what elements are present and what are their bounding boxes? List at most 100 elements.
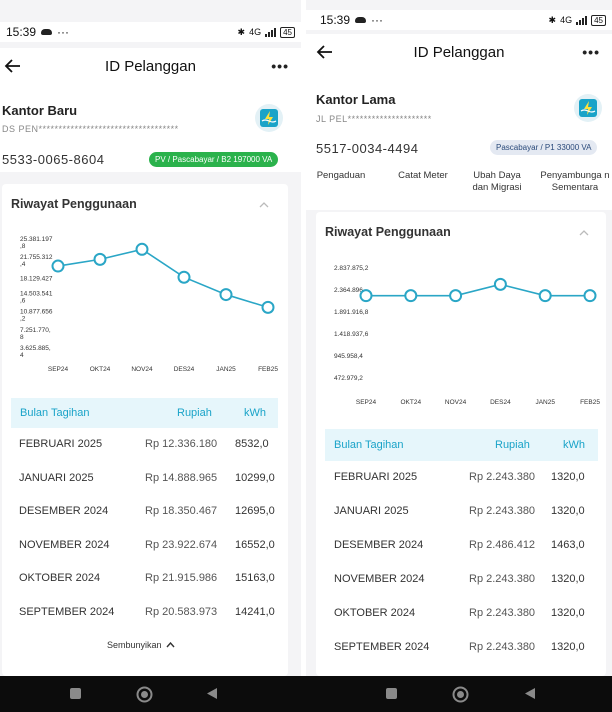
data-point[interactable] xyxy=(261,300,275,314)
status-time: 15:39 xyxy=(320,13,351,27)
row-month: FEBRUARI 2025 xyxy=(19,438,103,450)
x-tick-label: JAN25 xyxy=(216,366,236,373)
row-rupiah: Rp 2.243.380 xyxy=(469,641,536,653)
data-point[interactable] xyxy=(177,270,191,284)
table-row: NOVEMBER 2024 Rp 2.243.380 1320,0 xyxy=(325,562,601,595)
row-month: OKTOBER 2024 xyxy=(19,572,101,584)
x-tick-label: NOV24 xyxy=(131,366,153,373)
row-rupiah: Rp 2.486.412 xyxy=(469,539,536,551)
chevron-up-icon[interactable] xyxy=(578,229,590,237)
back-nav-icon[interactable] xyxy=(524,687,536,700)
row-rupiah: Rp 2.243.380 xyxy=(469,607,536,619)
row-rupiah: Rp 14.888.965 xyxy=(145,472,218,484)
data-point[interactable] xyxy=(449,289,463,303)
system-navbar xyxy=(0,676,612,712)
y-tick-label: 10.877.656,2 xyxy=(20,309,53,323)
back-arrow-icon[interactable] xyxy=(316,43,334,61)
network-label: 4G xyxy=(560,15,573,25)
customer-address: DS PEN**********************************… xyxy=(2,124,179,134)
tariff-badge: Pascabayar / P1 33000 VA xyxy=(490,140,598,155)
customer-card: Kantor Baru DS PEN**********************… xyxy=(0,84,301,172)
back-nav-icon[interactable] xyxy=(206,687,218,700)
row-month: JANUARI 2025 xyxy=(19,472,94,484)
left-screen: 15:39 ··· ✱ 4G 45 ID Pelanggan ••• Kanto… xyxy=(0,0,301,676)
row-kwh: 1320,0 xyxy=(551,505,585,517)
home-icon[interactable] xyxy=(136,686,153,703)
signal-icon xyxy=(265,27,277,37)
customer-name: Kantor Baru xyxy=(2,103,78,118)
page-title: ID Pelanggan xyxy=(413,43,505,61)
data-point[interactable] xyxy=(404,289,418,303)
table-row: JANUARI 2025 Rp 2.243.380 1320,0 xyxy=(325,494,601,527)
recent-apps-icon[interactable] xyxy=(385,687,398,700)
row-month: FEBRUARI 2025 xyxy=(334,471,418,483)
data-point[interactable] xyxy=(359,289,373,303)
row-rupiah: Rp 2.243.380 xyxy=(469,505,536,517)
app-header: ID Pelanggan ••• xyxy=(0,48,301,84)
right-screen: 15:39 ··· ✱ 4G 45 ID Pelanggan ••• Kanto… xyxy=(306,0,612,676)
chevron-up-icon[interactable] xyxy=(258,201,270,209)
data-point[interactable] xyxy=(493,277,507,291)
row-kwh: 1463,0 xyxy=(551,539,585,551)
table-row: OKTOBER 2024 Rp 21.915.986 15163,0 xyxy=(11,561,281,594)
bluetooth-icon: ✱ xyxy=(237,26,246,37)
app-header: ID Pelanggan ••• xyxy=(306,34,612,70)
row-month: DESEMBER 2024 xyxy=(334,539,424,551)
row-rupiah: Rp 2.243.380 xyxy=(469,573,536,585)
data-point[interactable] xyxy=(538,289,552,303)
hide-button[interactable]: Sembunyikan xyxy=(107,640,175,650)
y-tick-label: 7.251.770, 8 xyxy=(20,327,51,341)
data-point[interactable] xyxy=(93,252,107,266)
cloud-icon xyxy=(355,17,367,23)
series-line xyxy=(366,283,590,297)
table-header: Bulan Tagihan Rupiah kWh xyxy=(11,398,278,428)
data-point[interactable] xyxy=(135,242,149,256)
col-rupiah: Rupiah xyxy=(177,407,212,419)
back-arrow-icon[interactable] xyxy=(4,57,22,75)
x-tick-label: SEP24 xyxy=(48,366,69,373)
y-tick-label: 1.418.937,6 xyxy=(334,331,369,338)
service-penyambungan[interactable]: Penyambunga n Sementara xyxy=(540,170,610,193)
service-catat-meter[interactable]: Catat Meter xyxy=(398,170,448,181)
usage-history-card: Riwayat Penggunaan 3.625.885, 4 7.251.770,… xyxy=(2,184,288,676)
row-rupiah: Rp 21.915.986 xyxy=(145,572,218,584)
row-kwh: 16552,0 xyxy=(235,539,275,551)
row-month: SEPTEMBER 2024 xyxy=(334,641,430,653)
x-tick-label: FEB25 xyxy=(580,399,600,406)
y-tick-label: 21.755.312,4 xyxy=(20,254,53,268)
x-tick-label: JAN25 xyxy=(535,399,555,406)
data-point[interactable] xyxy=(51,259,65,273)
x-tick-label: DES24 xyxy=(174,366,195,373)
usage-chart: 3.625.885, 4 7.251.770, 8 10.877.656,2 14.503… xyxy=(20,236,278,373)
home-icon[interactable] xyxy=(452,686,469,703)
table-row: FEBRUARI 2025 Rp 12.336.180 8532,0 xyxy=(11,427,281,460)
table-row: OKTOBER 2024 Rp 2.243.380 1320,0 xyxy=(325,596,601,629)
col-month: Bulan Tagihan xyxy=(334,439,404,451)
service-ubah-daya[interactable]: Ubah Daya dan Migrasi xyxy=(472,170,522,193)
y-tick-label: 2.364.896 xyxy=(334,287,363,294)
more-options-icon[interactable]: ••• xyxy=(582,44,600,60)
service-pengaduan[interactable]: Pengaduan xyxy=(316,170,366,181)
page-title: ID Pelanggan xyxy=(105,57,196,75)
more-options-icon[interactable]: ••• xyxy=(271,58,289,74)
chevron-up-icon xyxy=(166,642,175,648)
row-kwh: 1320,0 xyxy=(551,471,585,483)
table-row: SEPTEMBER 2024 Rp 20.583.973 14241,0 xyxy=(11,595,281,628)
row-rupiah: Rp 20.583.973 xyxy=(145,606,218,618)
customer-address: JL PEL********************* xyxy=(316,114,432,124)
table-row: NOVEMBER 2024 Rp 23.922.674 16552,0 xyxy=(11,528,281,561)
hide-label: Sembunyikan xyxy=(107,640,162,650)
row-kwh: 10299,0 xyxy=(235,472,275,484)
status-bar: 15:39 ··· ✱ 4G 45 xyxy=(0,22,301,42)
row-month: OKTOBER 2024 xyxy=(334,607,416,619)
x-tick-label: SEP24 xyxy=(356,399,377,406)
data-point[interactable] xyxy=(583,289,597,303)
y-tick-label: 3.625.885, 4 xyxy=(20,345,51,359)
row-month: SEPTEMBER 2024 xyxy=(19,606,115,618)
recent-apps-icon[interactable] xyxy=(69,687,82,700)
status-more: ··· xyxy=(371,13,384,27)
row-kwh: 15163,0 xyxy=(235,572,275,584)
data-point[interactable] xyxy=(219,288,233,302)
signal-icon xyxy=(576,15,588,25)
services-strip: Pengaduan Catat Meter Ubah Daya dan Migr… xyxy=(306,170,612,210)
